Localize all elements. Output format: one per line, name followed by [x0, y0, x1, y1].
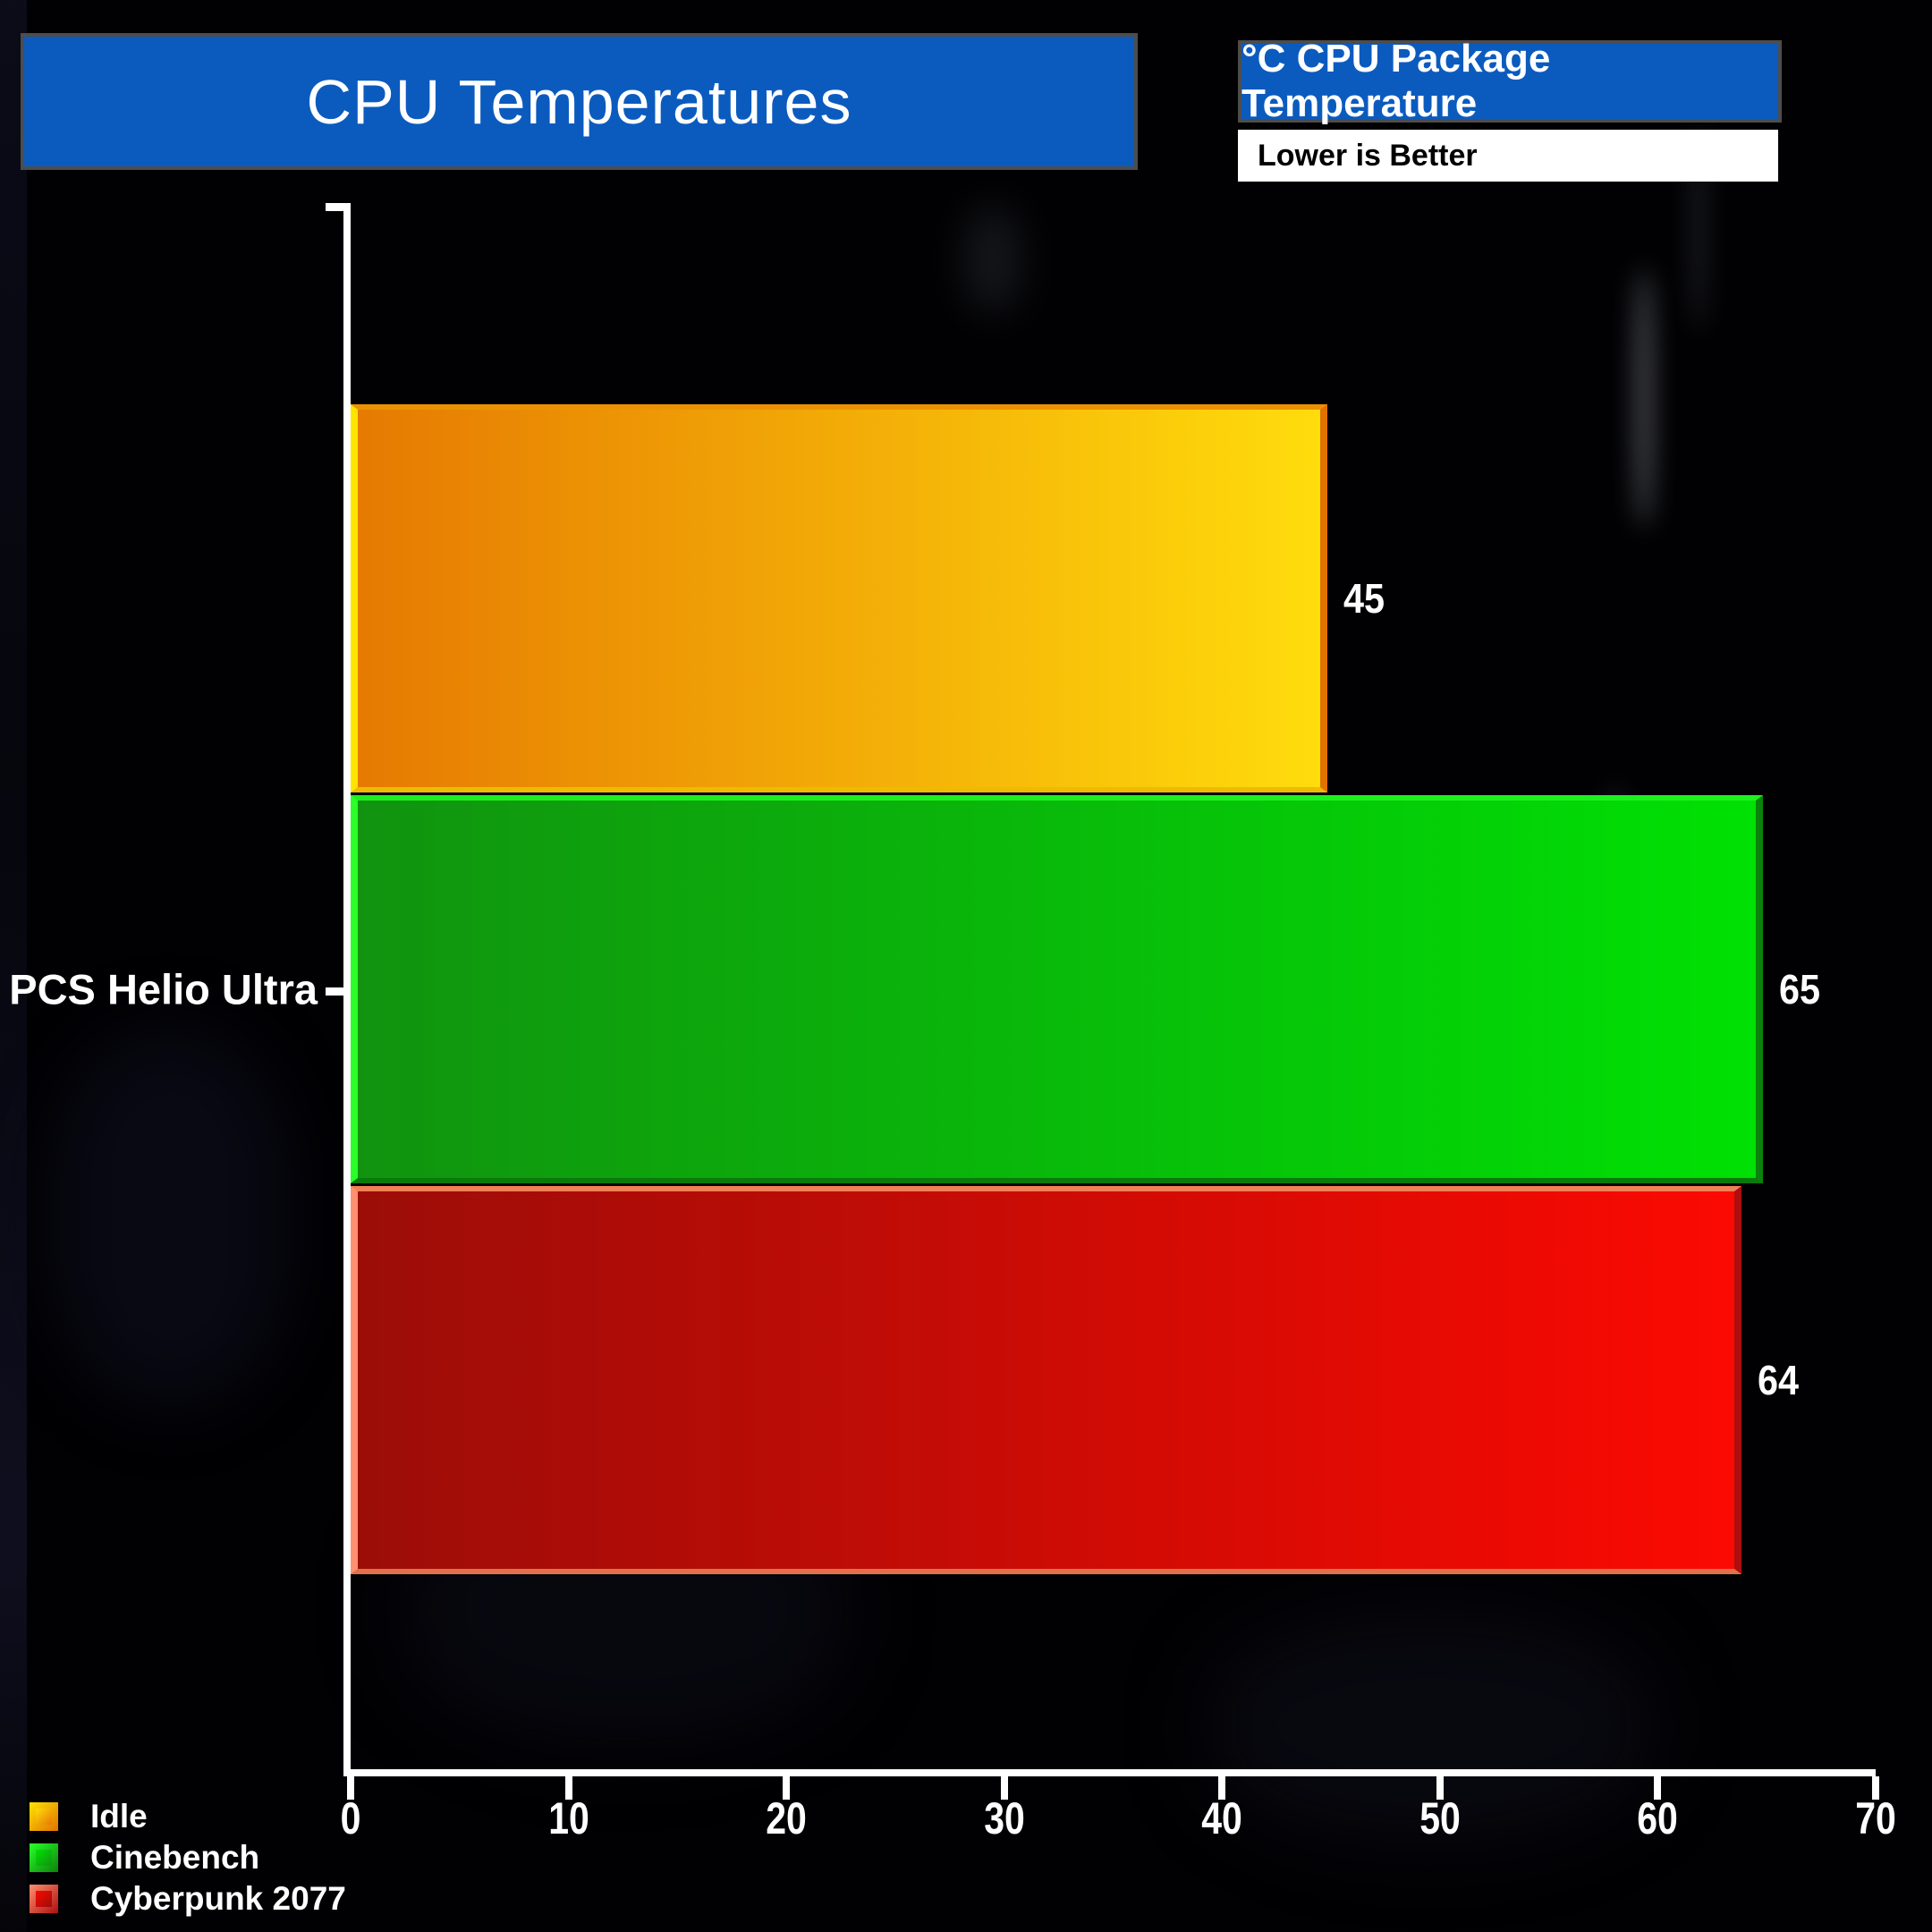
lower-is-better-label: Lower is Better	[1258, 138, 1478, 173]
x-tick-30	[1000, 1776, 1008, 1800]
x-tick-label-50: 50	[1419, 1793, 1461, 1843]
x-tick-label-60: 60	[1637, 1793, 1679, 1843]
bar-cinebench	[351, 795, 1763, 1183]
legend-swatch-fill	[36, 1891, 52, 1907]
chart-title: CPU Temperatures	[306, 66, 852, 137]
x-tick-70	[1872, 1776, 1879, 1800]
legend-swatch-icon	[30, 1802, 58, 1831]
bar-cyberpunk-2077	[351, 1186, 1741, 1574]
legend-label: Cinebench	[90, 1839, 260, 1876]
x-tick-label-20: 20	[766, 1793, 807, 1843]
value-label-cyberpunk-2077: 64	[1758, 1357, 1800, 1403]
x-tick-label-40: 40	[1201, 1793, 1243, 1843]
category-label: PCS Helio Ultra	[9, 965, 318, 1013]
legend-label: Cyberpunk 2077	[90, 1880, 346, 1917]
x-tick-label-70: 70	[1855, 1793, 1896, 1843]
legend-swatch-icon	[30, 1843, 58, 1872]
legend-item-cyberpunk-2077: Cyberpunk 2077	[30, 1878, 346, 1919]
y-axis-line	[343, 203, 351, 1776]
x-axis-line	[343, 1769, 1876, 1776]
bar-idle	[351, 404, 1327, 792]
x-tick-label-30: 30	[983, 1793, 1025, 1843]
legend-item-idle: Idle	[30, 1796, 346, 1837]
x-tick-10	[564, 1776, 572, 1800]
background-blur-blob	[966, 206, 1020, 313]
legend-swatch-fill	[36, 1809, 52, 1825]
x-tick-40	[1218, 1776, 1226, 1800]
legend-label: Idle	[90, 1798, 148, 1835]
x-tick-label-0: 0	[340, 1793, 361, 1843]
chart-title-banner: CPU Temperatures	[21, 33, 1138, 170]
x-tick-60	[1654, 1776, 1662, 1800]
y-axis-end-tick	[326, 203, 351, 211]
legend-swatch-fill	[36, 1850, 52, 1866]
metric-banner: °C CPU Package Temperature	[1238, 37, 1782, 125]
background-blur-blob	[54, 1029, 286, 1404]
chart-legend: Idle Cinebench Cyberpunk 2077	[30, 1796, 346, 1919]
legend-swatch-icon	[30, 1885, 58, 1913]
value-label-cinebench: 65	[1779, 966, 1821, 1013]
value-label-idle: 45	[1343, 575, 1385, 622]
lower-is-better-box: Lower is Better	[1238, 130, 1778, 182]
metric-label: °C CPU Package Temperature	[1241, 37, 1551, 125]
legend-item-cinebench: Cinebench	[30, 1837, 346, 1878]
category-tick	[326, 987, 343, 996]
x-tick-50	[1436, 1776, 1444, 1800]
x-tick-label-10: 10	[547, 1793, 589, 1843]
x-tick-0	[347, 1776, 354, 1800]
background-cable-highlight	[1637, 268, 1651, 528]
x-tick-20	[783, 1776, 791, 1800]
